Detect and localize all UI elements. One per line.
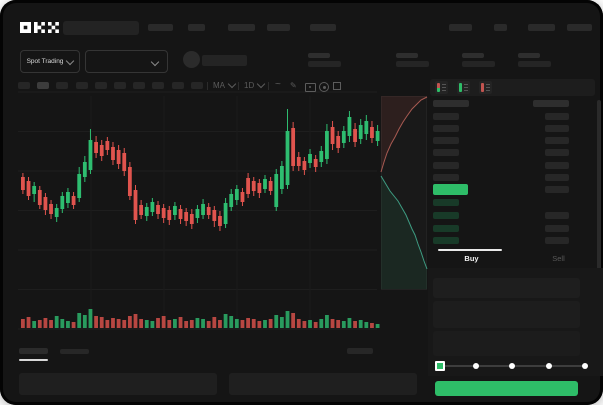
last-price-placeholder — [202, 55, 247, 66]
ticker-stat-value — [518, 61, 551, 67]
book-view-bids-icon[interactable] — [457, 81, 470, 94]
orderbook-header-amount — [533, 100, 569, 107]
ask-row-price[interactable] — [433, 124, 459, 132]
nav-item[interactable] — [528, 24, 555, 31]
bottom-right-control[interactable] — [347, 348, 373, 354]
timeframe-button[interactable] — [94, 82, 107, 89]
book-view-asks-icon[interactable] — [479, 81, 492, 94]
amount-field[interactable] — [433, 301, 580, 328]
divider — [238, 82, 239, 90]
total-field[interactable] — [433, 331, 580, 356]
timeframe-button[interactable] — [171, 82, 184, 89]
bid-row-amount — [545, 237, 569, 245]
ticker-stat-value — [396, 61, 429, 67]
depth-chart-panel — [381, 96, 427, 290]
nav-item[interactable] — [310, 24, 336, 31]
ticker-stat-value — [462, 61, 495, 67]
divider — [268, 82, 269, 90]
ask-row-price[interactable] — [433, 161, 459, 169]
price-field[interactable] — [433, 278, 580, 298]
bid-row-price[interactable] — [433, 199, 459, 206]
ask-row-price[interactable] — [433, 174, 459, 182]
orderbook-toolbar — [430, 79, 595, 96]
timeframe-button[interactable] — [56, 82, 69, 89]
timeframe-button[interactable] — [152, 82, 165, 89]
ask-row-price[interactable] — [433, 137, 459, 145]
ask-row-price[interactable] — [433, 149, 459, 157]
timeframe-button[interactable] — [75, 82, 88, 89]
scrollbar[interactable] — [597, 100, 601, 356]
market-type-dropdown[interactable]: Spot Trading — [20, 50, 80, 73]
timeframe-button[interactable] — [114, 82, 126, 89]
ticker-stat-label — [462, 53, 484, 58]
tab-buy[interactable]: Buy — [464, 254, 479, 263]
ask-row-amount — [545, 161, 569, 169]
pair-selector-dropdown[interactable] — [85, 50, 168, 73]
slider-stop-dot[interactable] — [582, 363, 588, 369]
ask-row-amount — [545, 124, 569, 132]
slider-stop-dot[interactable] — [472, 363, 479, 369]
interval-dropdown[interactable]: 1D — [244, 79, 266, 91]
camera-icon[interactable] — [305, 83, 316, 92]
bid-row-price[interactable] — [433, 211, 459, 219]
ticker-stat-label — [308, 53, 330, 58]
bottom-tab-1[interactable] — [19, 348, 48, 354]
nav-item[interactable] — [494, 24, 507, 31]
nav-item[interactable] — [567, 24, 592, 31]
nav-item[interactable] — [148, 24, 173, 31]
nav-item[interactable] — [449, 24, 472, 31]
slider-stop-dot[interactable] — [545, 363, 552, 369]
bid-row-price[interactable] — [433, 237, 459, 245]
pair-avatar — [183, 51, 200, 68]
interval-label: 1D — [244, 81, 255, 90]
settings-icon[interactable] — [319, 82, 329, 92]
orderbook-header-price — [433, 100, 469, 107]
slider-handle[interactable] — [434, 361, 445, 371]
search-input[interactable] — [63, 21, 139, 35]
book-view-both-icon[interactable] — [435, 81, 448, 94]
nav-item[interactable] — [228, 24, 255, 31]
last-price-badge[interactable] — [433, 184, 468, 195]
ticker-stat-value — [308, 61, 341, 67]
timeframe-button[interactable] — [133, 82, 146, 89]
okx-logo[interactable] — [20, 22, 59, 34]
timeframe-button[interactable] — [37, 82, 50, 89]
bottom-panel-1 — [19, 373, 217, 395]
ask-row-amount — [545, 112, 569, 120]
ticker-stat-label — [396, 53, 418, 58]
line-chart-icon[interactable]: ~ — [275, 79, 281, 90]
divider — [207, 82, 208, 90]
ask-row-amount — [545, 137, 569, 145]
tab-sell[interactable]: Sell — [552, 254, 565, 263]
ask-row-amount — [545, 186, 569, 193]
buy-button[interactable] — [435, 381, 578, 396]
ask-row-price[interactable] — [433, 112, 459, 120]
bid-row-amount — [545, 224, 569, 232]
ask-row-amount — [545, 174, 569, 182]
active-tab-underline — [438, 249, 502, 251]
ask-row-amount — [545, 149, 569, 157]
ma-label: MA — [213, 81, 225, 90]
nav-item[interactable] — [188, 24, 205, 31]
slider-stop-dot[interactable] — [509, 363, 515, 369]
bottom-tab-2[interactable] — [60, 349, 89, 354]
timeframe-button[interactable] — [18, 82, 30, 89]
bid-row-price[interactable] — [433, 224, 459, 232]
bottom-tab-underline — [19, 359, 48, 361]
ma-indicator-dropdown[interactable]: MA — [213, 79, 237, 91]
ticker-stat-label — [518, 53, 540, 58]
bottom-panel-2 — [229, 373, 417, 395]
bid-row-amount — [545, 211, 569, 219]
fullscreen-icon[interactable] — [333, 82, 341, 90]
timeframe-button[interactable] — [190, 82, 203, 89]
market-type-label: Spot Trading — [26, 58, 64, 65]
nav-item[interactable] — [267, 24, 290, 31]
draw-icon[interactable]: ✎ — [290, 81, 297, 90]
